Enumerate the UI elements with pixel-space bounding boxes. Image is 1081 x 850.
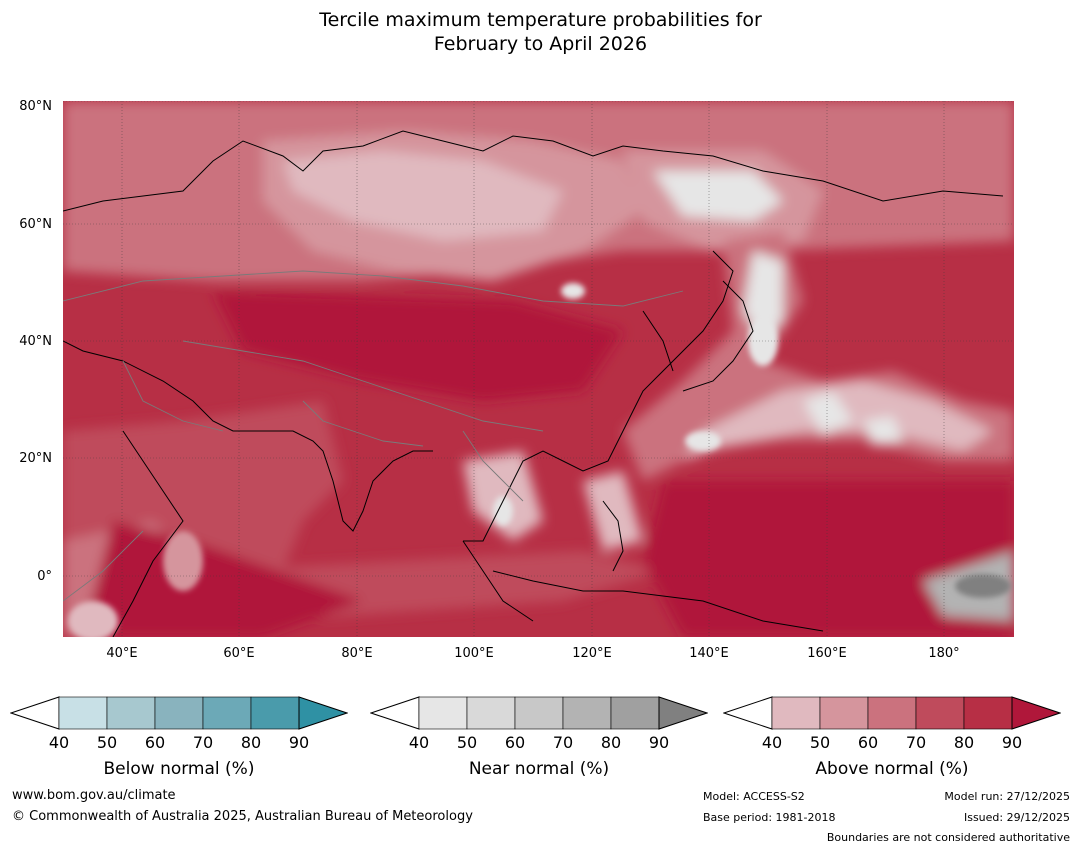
tick: 50 <box>809 733 831 752</box>
lon-label-160e: 160°E <box>807 646 847 661</box>
patch-1 <box>748 316 778 366</box>
tick: 90 <box>288 733 310 752</box>
colorbar-near-extend-high <box>658 696 708 730</box>
colorbar-below-extend-high <box>298 696 348 730</box>
pacific-near-2 <box>863 416 903 446</box>
coastlines <box>63 130 1004 637</box>
tick: 70 <box>552 733 574 752</box>
tick: 90 <box>648 733 670 752</box>
tick: 60 <box>504 733 526 752</box>
tick: 70 <box>905 733 927 752</box>
colorbar-above-normal <box>723 696 1061 730</box>
colorbar-below-title: Below normal (%) <box>103 759 255 779</box>
patch-4 <box>493 496 513 526</box>
issued-text: Issued: 29/12/2025 <box>963 811 1070 824</box>
japan-north-near <box>743 251 783 341</box>
title-line-1: Tercile maximum temperature probabilitie… <box>319 9 762 31</box>
colorbar-near-title: Near normal (%) <box>468 759 610 779</box>
lat-label-20n: 20°N <box>19 451 52 466</box>
east-siberia-near <box>653 171 783 221</box>
website-link[interactable]: www.bom.gov.au/climate <box>12 788 176 803</box>
chart-title: Tercile maximum temperature probabilitie… <box>0 8 1081 56</box>
lon-label-100e: 100°E <box>454 646 494 661</box>
title-line-2: February to April 2026 <box>433 33 648 55</box>
lon-label-80e: 80°E <box>341 646 373 661</box>
tick: 80 <box>240 733 262 752</box>
tick: 40 <box>408 733 430 752</box>
colorbar-above-extend-high <box>1011 696 1061 730</box>
tick: 60 <box>857 733 879 752</box>
graticule <box>63 101 1014 637</box>
lat-label-0: 0° <box>37 569 52 584</box>
tick: 80 <box>600 733 622 752</box>
patch-3 <box>685 431 721 451</box>
tick: 50 <box>456 733 478 752</box>
lon-label-120e: 120°E <box>572 646 612 661</box>
country-borders <box>63 270 684 602</box>
disclaimer-text: Boundaries are not considered authoritat… <box>826 831 1070 844</box>
colorbar-above-extend-low <box>723 696 773 730</box>
siberia-50 <box>283 151 563 241</box>
west-pacific-core <box>643 481 1014 637</box>
indian-ocean-core <box>83 521 363 637</box>
patch-5 <box>955 574 1011 598</box>
tick: 60 <box>144 733 166 752</box>
central-asia-core <box>213 291 623 401</box>
lat-label-80n: 80°N <box>19 99 52 114</box>
base-period-text: Base period: 1981-2018 <box>703 811 836 824</box>
patch-6 <box>163 531 203 591</box>
model-run-text: Model run: 27/12/2025 <box>944 790 1070 803</box>
colorbar-above-title: Above normal (%) <box>815 759 969 779</box>
small-patches <box>68 283 1011 637</box>
probability-shading <box>63 101 1014 637</box>
lon-label-60e: 60°E <box>223 646 255 661</box>
patch-7 <box>68 601 118 637</box>
patch-2 <box>561 283 585 299</box>
tick: 40 <box>761 733 783 752</box>
colorbar-below-normal <box>10 696 348 730</box>
tick: 90 <box>1001 733 1023 752</box>
model-text: Model: ACCESS-S2 <box>703 790 805 803</box>
colorbar-near-extend-low <box>370 696 420 730</box>
tick: 40 <box>48 733 70 752</box>
tick: 70 <box>192 733 214 752</box>
lat-label-40n: 40°N <box>19 334 52 349</box>
lon-label-140e: 140°E <box>689 646 729 661</box>
colorbar-below-extend-low <box>10 696 60 730</box>
pacific-near-1 <box>803 391 853 436</box>
philippines-50 <box>583 471 643 551</box>
lon-label-40e: 40°E <box>106 646 138 661</box>
probability-map <box>63 101 1014 637</box>
lon-label-180: 180° <box>928 646 960 661</box>
colorbar-near-normal <box>370 696 708 730</box>
tick: 80 <box>953 733 975 752</box>
copyright-text: © Commonwealth of Australia 2025, Austra… <box>12 809 473 824</box>
lat-label-60n: 60°N <box>19 217 52 232</box>
tick: 50 <box>96 733 118 752</box>
